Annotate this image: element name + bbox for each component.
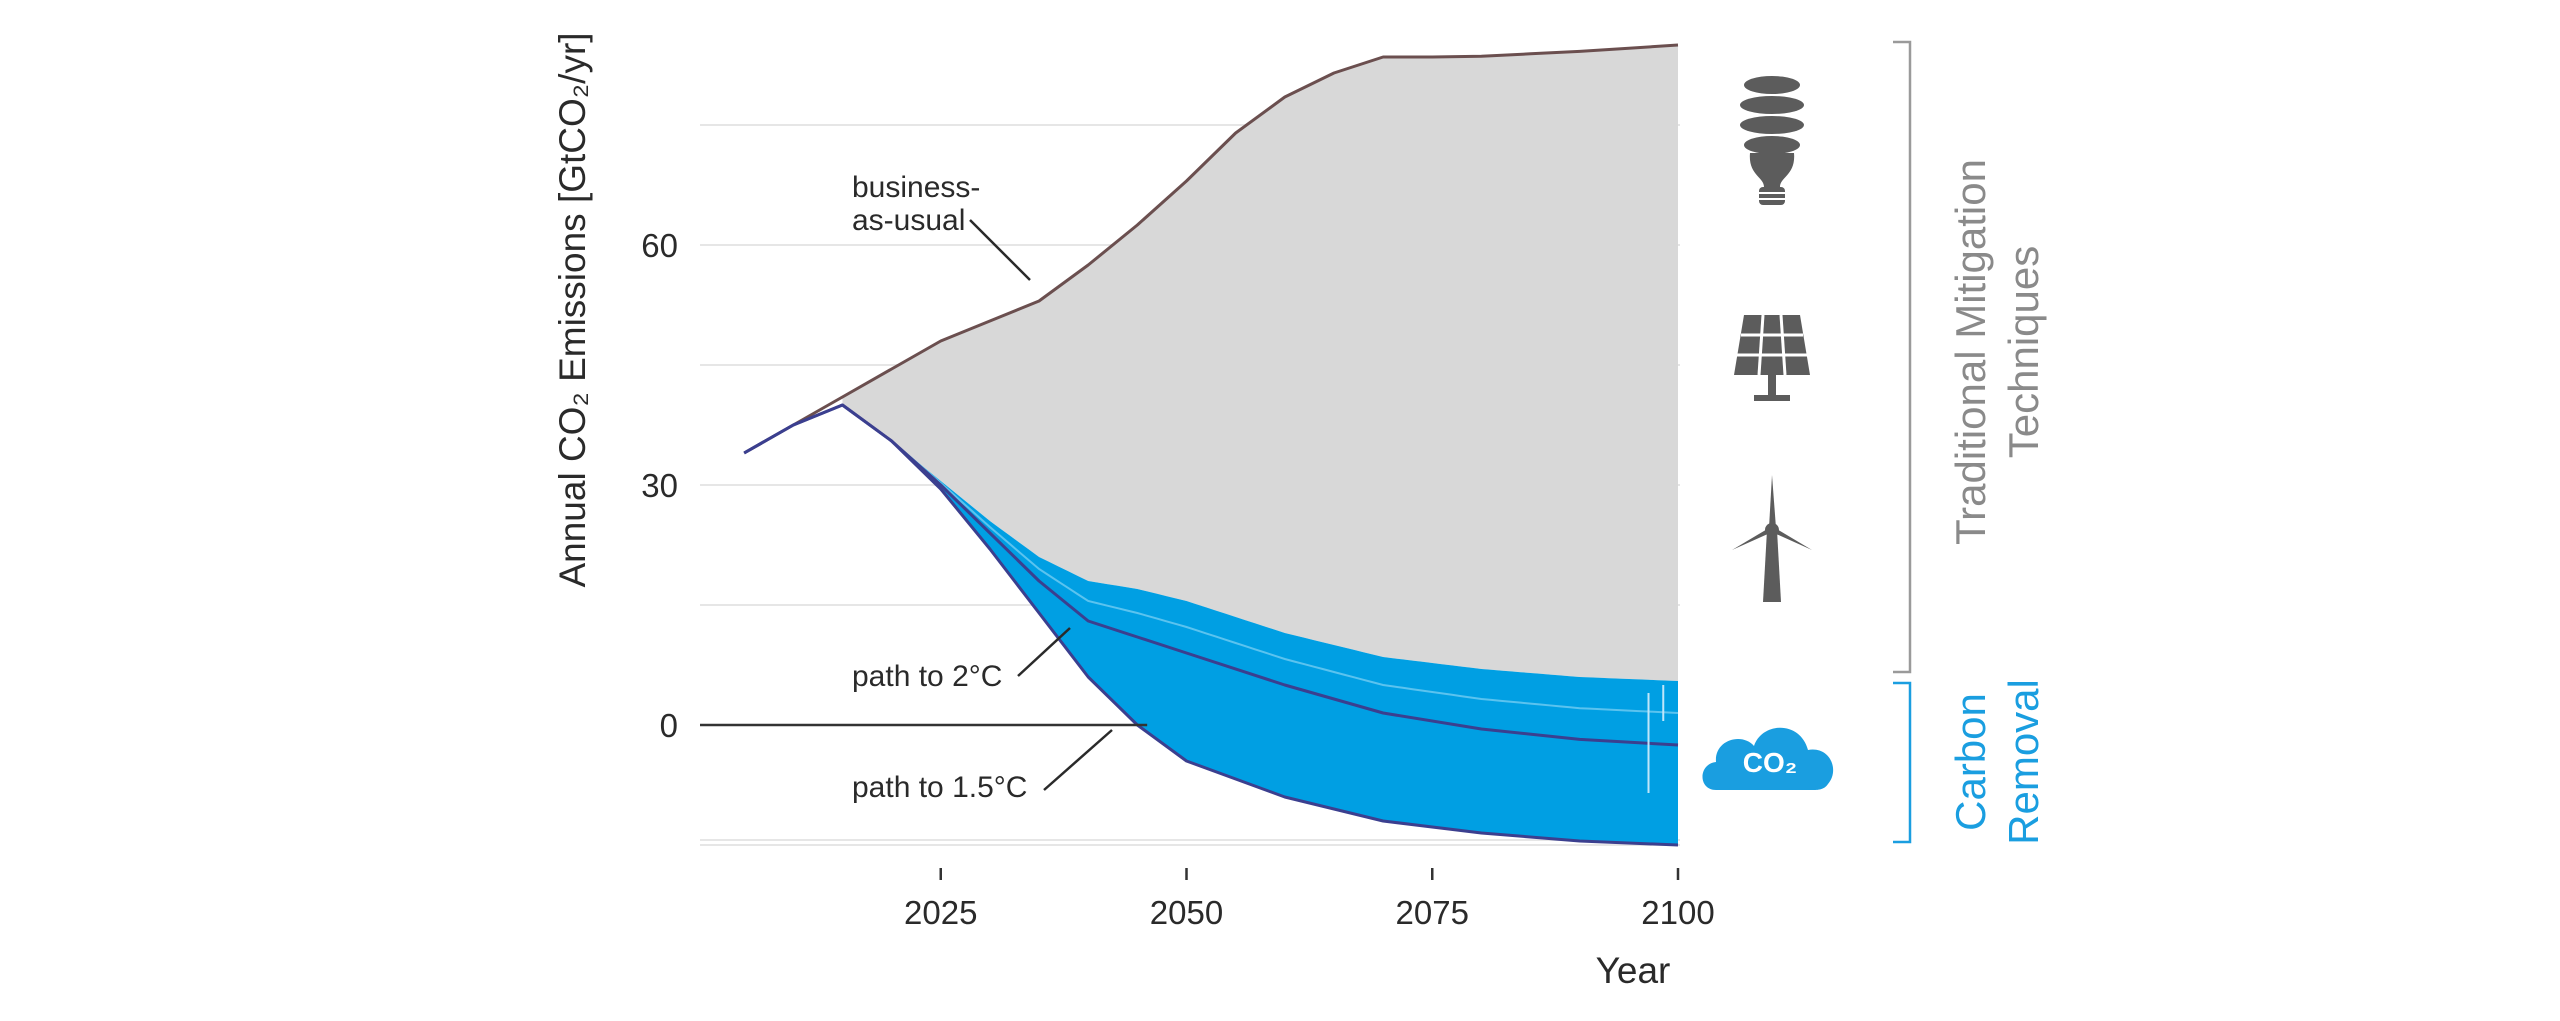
annotation-path-2c: path to 2°C: [852, 627, 1071, 693]
wind-turbine-icon: [1732, 475, 1812, 602]
x-tick-label-2050: 2050: [1150, 894, 1223, 931]
annotation-path-2c-pointer: [1017, 627, 1071, 677]
business-as-usual-area: [842, 45, 1678, 681]
y-tick-label-0: 0: [660, 707, 678, 744]
y-tick-label-60: 60: [641, 227, 678, 264]
traditional-mitigation-label-line1: Traditional Mitigation: [1947, 159, 1994, 545]
light-bulb-icon: [1740, 76, 1804, 205]
x-tick-label-2025: 2025: [904, 894, 977, 931]
annotation-path-1-5c-pointer: [1043, 729, 1113, 791]
chart-areas: [842, 45, 1678, 845]
y-axis-title: Annual CO₂ Emissions [GtCO₂/yr]: [552, 32, 593, 587]
axes: 0 30 60 2025 2050 2075 2100: [641, 227, 1714, 931]
carbon-removal-area: [842, 405, 1678, 845]
traditional-bracket: [1893, 40, 1912, 674]
solar-panel-icon: [1734, 314, 1810, 401]
x-axis-title: Year: [1596, 950, 1671, 991]
y-tick-label-30: 30: [641, 467, 678, 504]
annotation-bau-pointer: [969, 219, 1031, 281]
chart-lines: [743, 43, 1679, 847]
co2-icon-text: CO₂: [1743, 747, 1797, 778]
co2-cloud-icon: CO₂: [1702, 727, 1834, 790]
carbon-removal-bracket: [1893, 681, 1912, 844]
annotation-bau-line1: business-: [852, 171, 980, 204]
annotation-bau-line2: as-usual: [852, 204, 965, 237]
series-line-path-1-5c: [743, 403, 1679, 847]
carbon-removal-label-line2: Removal: [2000, 679, 2047, 845]
annotation-path-1-5c-label: path to 1.5°C: [852, 771, 1027, 804]
x-tick-label-2075: 2075: [1396, 894, 1469, 931]
annotation-business-as-usual: business- as-usual: [852, 171, 1031, 281]
annotation-path-1-5c: path to 1.5°C: [852, 729, 1113, 804]
inner-band-line: [841, 404, 1679, 714]
x-tick-label-2100: 2100: [1641, 894, 1714, 931]
traditional-mitigation-label-line2: Techniques: [2000, 246, 2047, 458]
annotation-path-2c-label: path to 2°C: [852, 660, 1002, 693]
carbon-removal-label-line1: Carbon: [1947, 693, 1994, 831]
series-line-business-as-usual: [743, 43, 1679, 455]
